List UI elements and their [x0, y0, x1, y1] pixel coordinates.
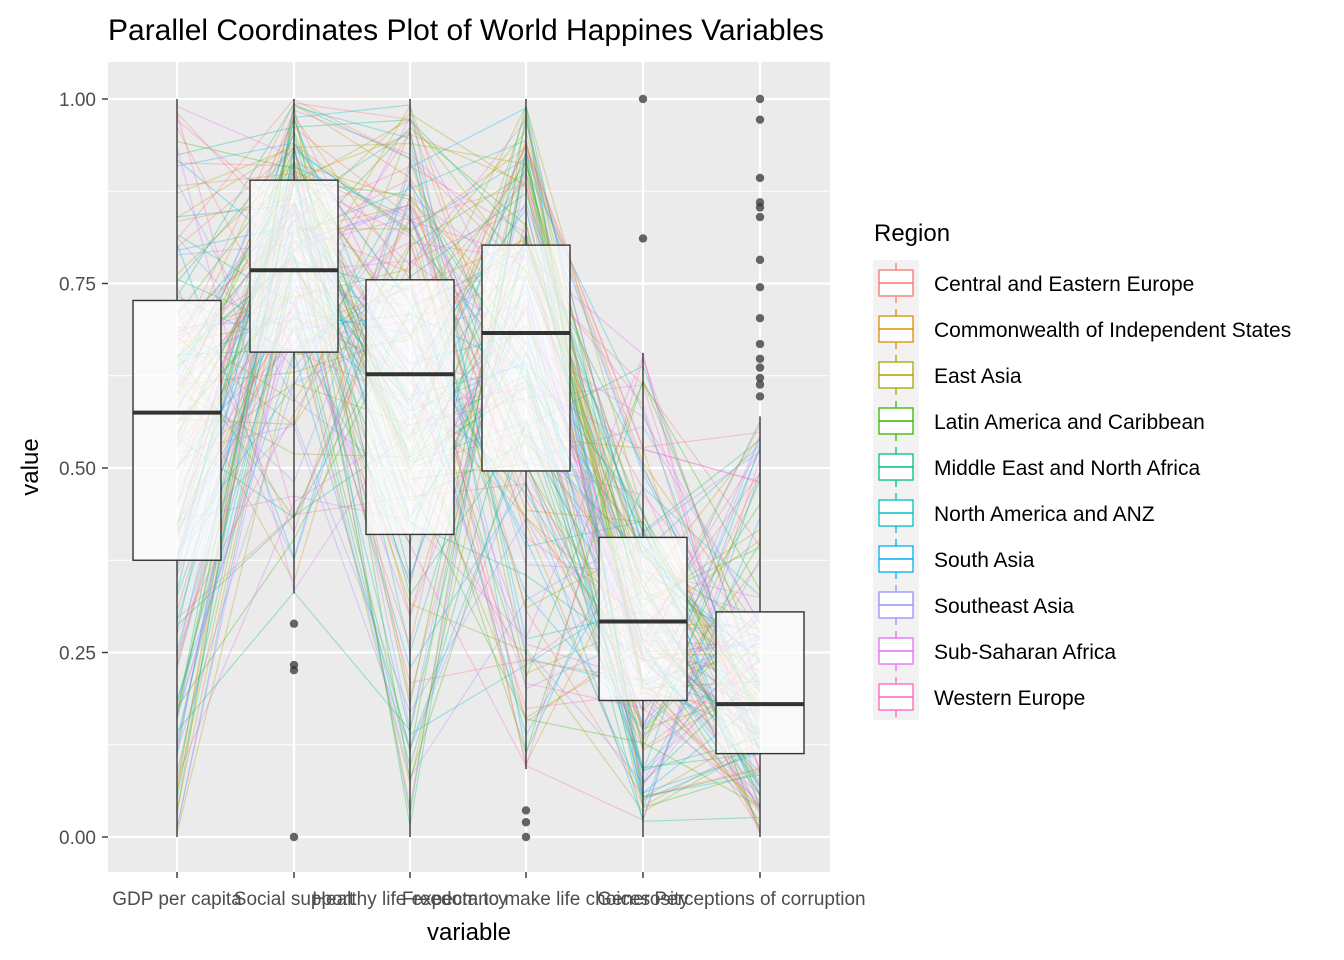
- y-tick-label: 0.75: [59, 275, 96, 296]
- legend-label: Commonwealth of Independent States: [934, 319, 1291, 342]
- country-line: [176, 113, 761, 795]
- box: [715, 611, 805, 755]
- outlier-point: [755, 354, 765, 363]
- x-tick-label: Perceptions of corruption: [654, 889, 865, 910]
- legend-item: South Asia: [873, 536, 1035, 582]
- outlier-point: [755, 255, 765, 265]
- box: [598, 536, 688, 702]
- country-line: [176, 312, 761, 780]
- chart-title: Parallel Coordinates Plot of World Happi…: [108, 14, 824, 47]
- outlier-point: [638, 94, 648, 104]
- boxplot-gdp-per-capita: [132, 99, 222, 837]
- outlier-point: [755, 173, 765, 183]
- legend-label: North America and ANZ: [934, 503, 1155, 526]
- outlier-point: [638, 234, 648, 243]
- legend-item: Commonwealth of Independent States: [873, 306, 1291, 352]
- outlier-point: [755, 339, 765, 349]
- outlier-point: [289, 660, 299, 670]
- outlier-point: [755, 313, 765, 323]
- country-line: [176, 116, 761, 785]
- legend-label: Central and Eastern Europe: [934, 273, 1194, 296]
- boxplot-perceptions-of-corruption: [715, 94, 805, 837]
- outlier-point: [755, 380, 765, 389]
- outlier-point: [755, 94, 765, 104]
- legend-item: East Asia: [873, 352, 1022, 398]
- outlier-point: [289, 832, 299, 842]
- outlier-point: [755, 282, 765, 292]
- legend-item: Latin America and Caribbean: [873, 398, 1205, 444]
- country-line: [176, 143, 761, 632]
- outlier-point: [755, 373, 765, 383]
- country-line: [176, 242, 761, 808]
- country-line: [176, 374, 761, 822]
- legend-item: North America and ANZ: [873, 490, 1155, 536]
- legend-title: Region: [874, 220, 950, 247]
- boxplot-healthy-life-expectancy: [365, 99, 455, 837]
- y-axis: 0.00 0.25 0.50 0.75 1.00: [59, 90, 108, 849]
- legend: Region Central and Eastern Europe Commonw…: [873, 220, 1291, 720]
- country-line: [176, 140, 761, 811]
- box: [249, 179, 339, 353]
- country-line: [176, 319, 761, 806]
- country-line: [176, 354, 761, 773]
- legend-item: Western Europe: [873, 674, 1085, 720]
- country-line: [176, 103, 761, 771]
- country-line: [176, 107, 761, 795]
- outlier-point: [521, 818, 531, 827]
- legend-label: Southeast Asia: [934, 595, 1074, 618]
- legend-label: Middle East and North Africa: [934, 457, 1200, 480]
- y-tick-label: 0.00: [59, 828, 96, 849]
- legend-label: Sub-Saharan Africa: [934, 641, 1116, 664]
- boxplot-freedom-to-make-life-choices: [481, 99, 571, 842]
- country-line: [176, 310, 761, 708]
- country-line: [176, 142, 761, 809]
- legend-item: Sub-Saharan Africa: [873, 628, 1116, 674]
- y-tick-label: 1.00: [59, 90, 96, 111]
- country-line: [176, 146, 761, 641]
- y-tick-label: 0.50: [59, 459, 96, 480]
- y-tick-label: 0.25: [59, 644, 96, 665]
- legend-label: Western Europe: [934, 687, 1085, 710]
- x-tick-label: Generosity: [597, 889, 689, 910]
- outlier-point: [289, 619, 299, 628]
- boxplots: [132, 94, 805, 842]
- box: [481, 244, 571, 472]
- legend-item: Central and Eastern Europe: [873, 260, 1194, 306]
- x-tick-label: GDP per capita: [112, 889, 242, 910]
- outlier-point: [755, 392, 765, 401]
- legend-label: East Asia: [934, 365, 1022, 388]
- legend-item: Southeast Asia: [873, 582, 1074, 628]
- boxplot-generosity: [598, 94, 688, 837]
- legend-label: South Asia: [934, 549, 1035, 572]
- outlier-point: [755, 212, 765, 222]
- country-line: [176, 313, 761, 794]
- box: [132, 299, 222, 561]
- country-line: [176, 254, 761, 829]
- country-line: [176, 142, 761, 797]
- x-tick-label: Healthy life expectancy: [312, 889, 508, 910]
- legend-label: Latin America and Caribbean: [934, 411, 1205, 434]
- box: [365, 279, 455, 536]
- country-line: [176, 483, 761, 750]
- outlier-point: [755, 363, 765, 372]
- legend-item: Middle East and North Africa: [873, 444, 1200, 490]
- outlier-point: [521, 832, 531, 842]
- country-line: [176, 151, 761, 829]
- x-tick-label: Social support: [234, 889, 355, 910]
- boxplot-social-support: [249, 99, 339, 842]
- outlier-point: [755, 115, 765, 124]
- country-line: [176, 232, 761, 732]
- outlier-point: [521, 806, 531, 815]
- country-line: [176, 379, 761, 730]
- y-axis-title: value: [17, 438, 44, 495]
- x-tick-label: Freedom to make life choices: [402, 889, 650, 910]
- x-axis-title: variable: [427, 919, 511, 946]
- country-line: [176, 230, 761, 788]
- country-line: [176, 381, 761, 778]
- country-line: [176, 98, 761, 547]
- outlier-point: [755, 198, 765, 207]
- country-line: [176, 425, 761, 751]
